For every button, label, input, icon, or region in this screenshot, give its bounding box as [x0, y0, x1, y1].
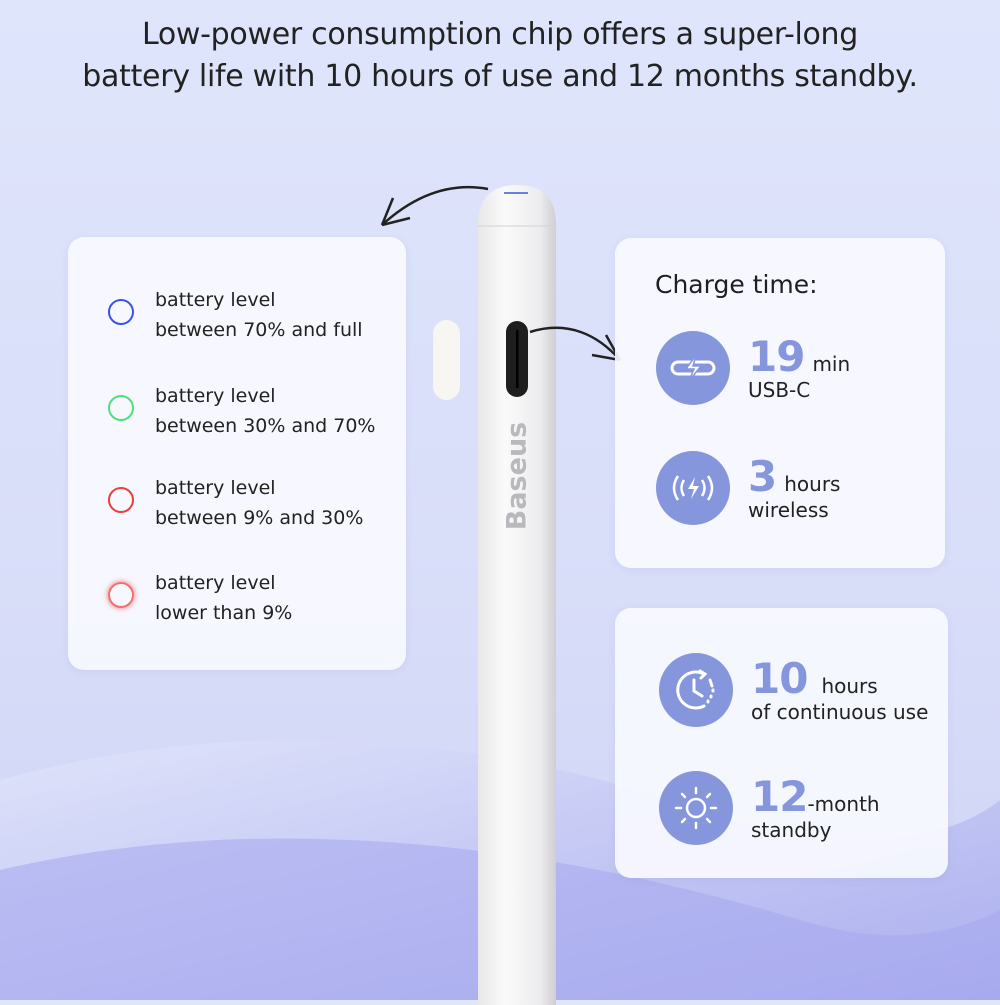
usb-c-lightning-icon — [656, 331, 730, 405]
red-indicator-icon — [108, 487, 134, 513]
legend-range: lower than 9% — [155, 602, 293, 624]
legend-range: between 30% and 70% — [155, 415, 376, 437]
headline-line1: Low-power consumption chip offers a supe… — [141, 17, 859, 52]
battery-indicator-card: battery level between 70% and full batter… — [68, 237, 406, 670]
legend-range: between 70% and full — [155, 319, 363, 341]
stat-unit: -month — [807, 792, 880, 816]
standby-stat: 12-month standby — [659, 771, 880, 845]
legend-label: battery level — [155, 385, 276, 407]
legend-item: battery level between 70% and full — [108, 285, 363, 345]
arrow-to-charge — [529, 326, 622, 362]
headline: Low-power consumption chip offers a supe… — [0, 14, 1000, 98]
legend-item: battery level between 9% and 30% — [108, 473, 363, 533]
stat-label: USB-C — [748, 378, 811, 402]
battery-life-card: 10 hours of continuous use 12-month standby — [615, 608, 948, 878]
legend-range: between 9% and 30% — [155, 507, 364, 529]
wireless-stat: 3 hours wireless — [656, 451, 840, 525]
stat-unit: hours — [821, 674, 878, 698]
green-indicator-icon — [108, 395, 134, 421]
stat-label: standby — [751, 818, 832, 842]
stat-unit: hours — [784, 472, 841, 496]
headline-line2: battery life with 10 hours of use and 12… — [82, 59, 918, 94]
legend-label: battery level — [155, 572, 276, 594]
stat-value: 3 — [748, 452, 777, 501]
legend-label: battery level — [155, 477, 276, 499]
stat-value: 10 — [751, 654, 808, 703]
charge-time-card: Charge time: 19 min USB-C 3 hours wireless — [615, 238, 945, 568]
stylus-pen — [478, 185, 556, 1005]
continuous-use-stat: 10 hours of continuous use — [659, 653, 928, 727]
legend-item: battery level between 30% and 70% — [108, 381, 376, 441]
sun-icon — [659, 771, 733, 845]
clock-icon — [659, 653, 733, 727]
charge-heading: Charge time: — [655, 270, 818, 299]
wireless-charging-icon — [656, 451, 730, 525]
stat-value: 19 — [748, 332, 805, 381]
stat-label: wireless — [748, 498, 829, 522]
usb-c-stat: 19 min USB-C — [656, 331, 850, 405]
blue-indicator-icon — [108, 299, 134, 325]
blinking-red-indicator-icon — [108, 582, 134, 608]
legend-item: battery level lower than 9% — [108, 568, 292, 628]
arrow-to-indicator — [380, 185, 489, 227]
legend-label: battery level — [155, 289, 276, 311]
stat-value: 12 — [751, 772, 808, 821]
stat-unit: min — [812, 352, 851, 376]
brand-logo: Baseus — [501, 421, 533, 531]
pen-magnet-slot — [433, 320, 460, 400]
stat-label: of continuous use — [751, 700, 929, 724]
